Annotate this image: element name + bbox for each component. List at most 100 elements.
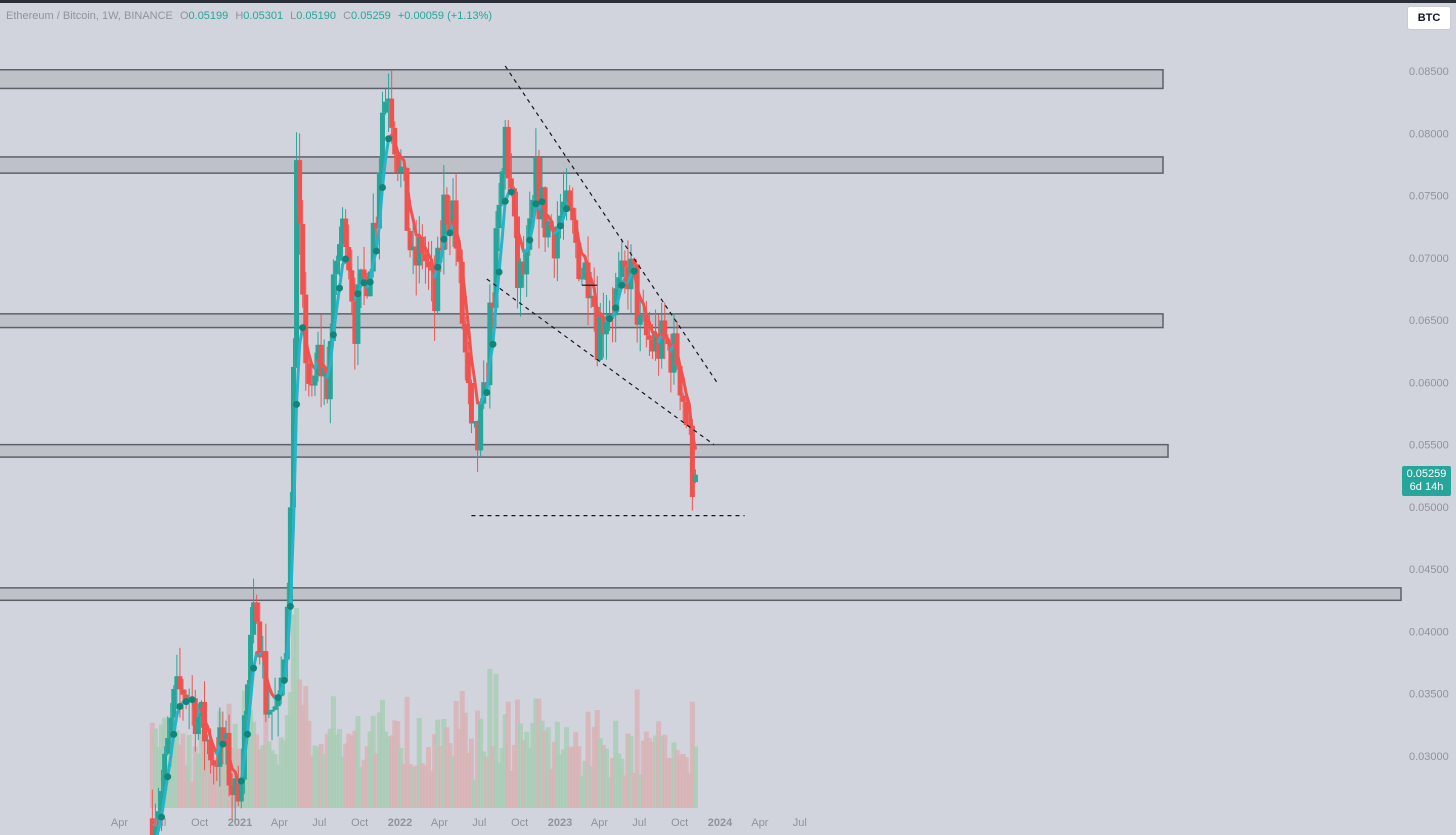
volume-bar [379, 699, 385, 808]
volume-bar [419, 763, 425, 808]
ma-segment [331, 308, 338, 337]
candle-body [235, 778, 241, 802]
volume-bar [155, 747, 161, 808]
ma-dot [372, 247, 380, 255]
x-tick-label: Apr [591, 817, 608, 829]
candlesticks [149, 69, 698, 835]
volume-bar [333, 734, 339, 808]
volume-bar [475, 710, 481, 808]
volume-bar [524, 731, 530, 808]
candle-body [683, 401, 689, 426]
candle-body [521, 261, 527, 275]
volume-bar [548, 768, 554, 808]
ma-dot [446, 229, 454, 237]
candle-body [149, 818, 155, 835]
zone-4 [0, 587, 1402, 602]
ma-dot [526, 236, 534, 244]
candle-body [472, 421, 478, 424]
candle-body [410, 246, 416, 251]
volume-bar [582, 760, 588, 808]
ma-dot [237, 777, 245, 785]
ma-dot [158, 813, 166, 821]
ma-segment [641, 302, 648, 316]
candle-body [496, 204, 502, 229]
candle-body [616, 277, 622, 289]
candle-body [692, 474, 698, 483]
volume-bar [490, 745, 496, 808]
candle-body [287, 507, 293, 607]
ma-dot [219, 740, 227, 748]
candle-body [220, 727, 226, 743]
volume-bar [260, 745, 266, 808]
ma-dot [293, 400, 301, 408]
candle-body [386, 98, 392, 102]
volume-bar [407, 764, 413, 808]
ma-segment [574, 220, 581, 243]
candle-body [475, 421, 481, 451]
volume-bar [573, 732, 579, 808]
ma-segment [454, 229, 461, 243]
candle-body [306, 363, 312, 384]
trendline-1 [486, 278, 715, 446]
ma-dot [299, 324, 307, 332]
volume-bar [315, 746, 321, 808]
volume-bar [628, 735, 634, 808]
volume-bar [441, 718, 447, 808]
x-tick-label: 2023 [548, 817, 572, 829]
volume-bar [450, 756, 456, 808]
volume-bar [536, 698, 542, 808]
candle-body [600, 316, 606, 335]
ma-segment [491, 304, 498, 346]
candle-body [622, 260, 628, 267]
candle-body [152, 826, 158, 835]
volume-bar [337, 729, 343, 808]
volume-bar [656, 721, 662, 808]
ma-dot [489, 340, 497, 348]
x-tick-label: Apr [751, 817, 768, 829]
volume-bar [680, 753, 686, 808]
volume-bar [309, 755, 315, 808]
volume-bar [251, 721, 257, 808]
volume-bar [346, 733, 352, 808]
volume-bar [312, 745, 318, 808]
volume-bar [603, 748, 609, 808]
volume-bar [416, 718, 422, 808]
ma-segment [334, 286, 342, 312]
zone-1 [0, 156, 1164, 174]
volume-bar [177, 744, 183, 808]
volume-bar [343, 743, 349, 808]
volume-bar [174, 730, 180, 808]
candle-body [643, 315, 649, 336]
volume-bar [214, 757, 220, 808]
volume-bar [383, 731, 389, 808]
volume-bar [364, 746, 370, 808]
candle-body [524, 249, 530, 275]
candle-body [257, 621, 263, 658]
volume-bar [284, 715, 290, 808]
volume-bar [481, 751, 487, 808]
ma-dot [329, 331, 337, 339]
ma-segment [242, 732, 249, 761]
volume-bar [180, 733, 186, 808]
volume-bar [643, 731, 649, 808]
candle-body [404, 167, 410, 231]
currency-button[interactable]: BTC [1407, 6, 1451, 30]
ma-dot [495, 268, 503, 276]
candle-body [441, 194, 447, 251]
candle-body [312, 375, 318, 386]
volume-bar [321, 754, 327, 808]
candle-body [214, 765, 220, 767]
candle-body [324, 366, 330, 400]
ma-segment [377, 185, 384, 227]
ma-dot [563, 205, 571, 213]
y-tick-label: 0.04000 [1409, 626, 1449, 638]
candle-body [229, 785, 235, 796]
volume-bar [539, 720, 545, 808]
candle-body [254, 602, 260, 622]
volume-bar [373, 753, 379, 808]
candle-body [533, 157, 539, 200]
candle-body [183, 694, 189, 701]
candle-body [352, 301, 358, 344]
volume-bar [453, 701, 459, 808]
